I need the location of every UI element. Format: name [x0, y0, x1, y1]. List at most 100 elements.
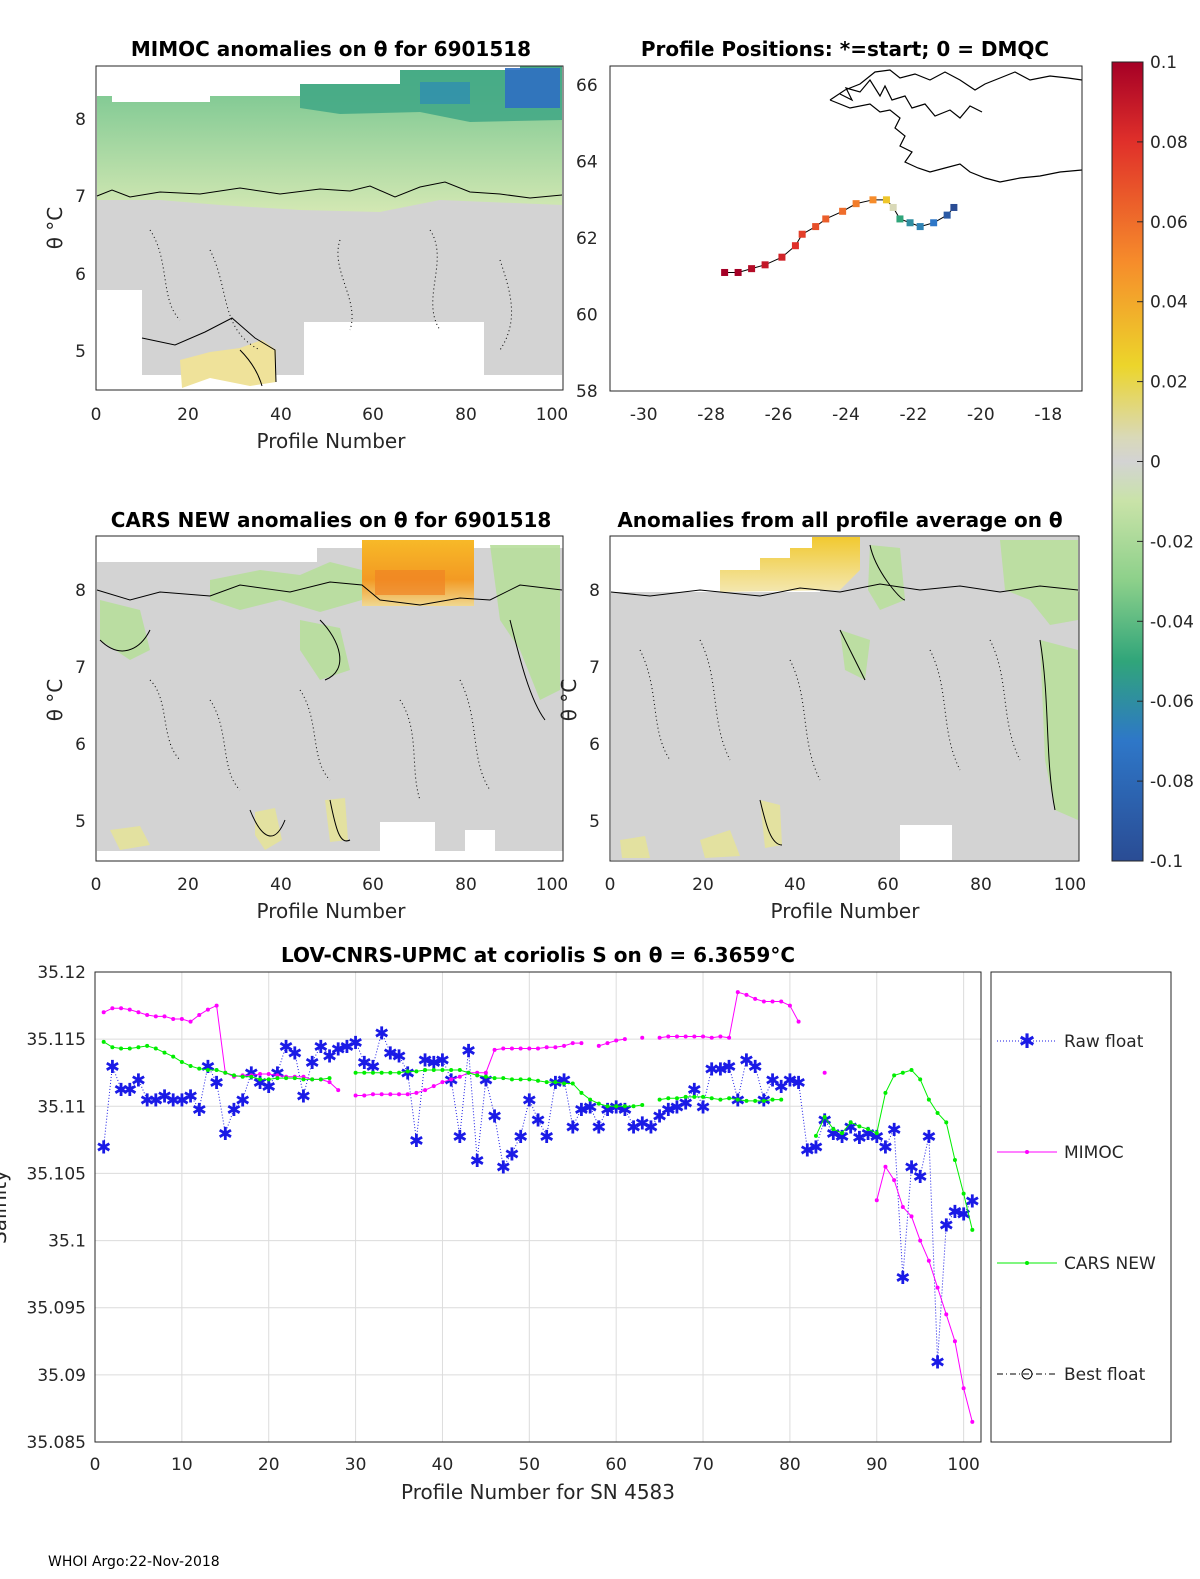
raw-float-star-marker: ✱	[174, 1091, 189, 1112]
profile-position-point	[761, 261, 769, 269]
mimoc-dot-marker	[188, 1019, 193, 1024]
cars-new-dot-marker	[596, 1101, 601, 1106]
profile-position-point	[896, 215, 904, 223]
cars-new-dot-marker	[518, 1077, 523, 1082]
raw-float-star-marker: ✱	[652, 1107, 667, 1128]
mimoc-dot-marker	[509, 1046, 514, 1051]
cars-new-dot-marker	[179, 1059, 184, 1064]
cars-new-dot-marker	[588, 1097, 593, 1102]
mimoc-dot-marker	[179, 1017, 184, 1021]
mimoc-title: MIMOC anomalies on θ for 6901518	[131, 37, 531, 61]
raw-float-star-marker: ✱	[678, 1093, 693, 1114]
salinity-ytick: 35.12	[37, 963, 86, 983]
raw-float-star-marker: ✱	[305, 1053, 320, 1074]
raw-float-star-marker: ✱	[852, 1128, 867, 1149]
mimoc-xlabel: Profile Number	[257, 429, 407, 453]
salinity-ytick: 35.11	[37, 1097, 86, 1117]
cars-new-dot-marker	[101, 1039, 106, 1044]
cars-new-dot-marker	[709, 1096, 714, 1101]
legend-cars-dot-icon	[1025, 1261, 1029, 1265]
mimoc-dot-marker	[379, 1092, 384, 1097]
cars-new-dot-marker	[883, 1090, 888, 1095]
mimoc-positive-patch	[180, 340, 276, 388]
raw-float-star-marker: ✱	[765, 1070, 780, 1091]
mimoc-dot-marker	[431, 1084, 436, 1089]
cars-new-dot-marker	[822, 1115, 827, 1120]
salinity-ytick: 35.09	[37, 1366, 86, 1386]
raw-float-star-marker: ✱	[904, 1158, 919, 1179]
colorbar: 0.1 0.08 0.06 0.04 0.02 0 -0.02 -0.04 -0.06 -0.08…	[1111, 53, 1194, 872]
cars-new-dot-marker	[301, 1077, 306, 1082]
mimoc-dot-marker	[683, 1034, 688, 1039]
profile-position-point	[906, 219, 914, 227]
drift-track	[721, 196, 958, 276]
raw-float-star-marker: ✱	[122, 1080, 137, 1101]
positions-ytick: 64	[576, 153, 598, 173]
raw-float-star-marker: ✱	[513, 1127, 528, 1148]
raw-float-star-marker: ✱	[539, 1127, 554, 1148]
cars-new-dot-marker	[874, 1131, 879, 1136]
mimoc-dot-marker	[388, 1092, 393, 1097]
cars-new-dot-marker	[258, 1077, 263, 1082]
mimoc-dot-marker	[961, 1386, 966, 1391]
raw-float-star-marker: ✱	[635, 1113, 650, 1134]
mimoc-dot-marker	[640, 1035, 645, 1040]
mimoc-dot-marker	[909, 1214, 914, 1219]
salinity-xtick: 50	[518, 1455, 540, 1475]
legend-item-cars-new: CARS NEW	[997, 1254, 1156, 1274]
mimoc-dot-marker	[918, 1238, 923, 1243]
allprof-ylabel: θ °C	[557, 679, 581, 722]
positions-y-ticks: 58 60 62 64 66	[576, 76, 598, 402]
salinity-xtick: 60	[605, 1455, 627, 1475]
mimoc-neutral-left	[97, 195, 142, 290]
raw-float-star-marker: ✱	[426, 1053, 441, 1074]
cars-new-dot-marker	[509, 1077, 514, 1082]
salinity-legend: ✱ Raw float MIMOC CARS NEW Best float	[990, 971, 1172, 1443]
mimoc-dot-marker	[362, 1093, 367, 1098]
profile-position-point	[748, 265, 756, 273]
mimoc-dot-marker	[145, 1012, 150, 1017]
salinity-ytick: 35.095	[27, 1299, 86, 1319]
raw-float-star-marker: ✱	[557, 1070, 572, 1091]
mimoc-dot-marker	[727, 1035, 732, 1040]
salinity-panel: LOV-CNRS-UPMC at coriolis S on θ = 6.365…	[0, 943, 1172, 1504]
mimoc-dot-marker	[258, 1072, 263, 1077]
cars-new-dot-marker	[388, 1070, 393, 1075]
mimoc-dot-marker	[171, 1017, 176, 1021]
salinity-ytick: 35.115	[27, 1030, 86, 1050]
cars-new-dot-marker	[483, 1074, 488, 1079]
cars-new-dot-marker	[840, 1131, 845, 1136]
legend-best-label: Best float	[1064, 1365, 1146, 1385]
profile-position-point	[778, 253, 786, 261]
salinity-y-ticks: 35.12 35.115 35.11 35.105 35.1 35.095 35.09 35.…	[27, 963, 86, 1453]
cars-new-dot-marker	[622, 1104, 627, 1109]
cars-x-ticks: 0 20 40 60 80 100	[91, 875, 569, 895]
allprof-positive-block	[720, 537, 860, 592]
profile-position-point	[852, 200, 860, 208]
raw-float-star-marker: ✱	[565, 1117, 580, 1138]
raw-float-star-marker: ✱	[400, 1064, 415, 1085]
cars-xtick: 80	[455, 875, 477, 895]
cars-y-ticks: 5 6 7 8	[75, 581, 86, 832]
profile-position-point	[889, 203, 897, 211]
salinity-ylabel: Salinity	[0, 1170, 11, 1244]
mimoc-dot-marker	[570, 1041, 575, 1046]
mimoc-xtick: 40	[270, 405, 292, 425]
cars-new-dot-marker	[379, 1070, 384, 1075]
positions-panel: Profile Positions: *=start; 0 = DMQC -30…	[576, 37, 1083, 425]
allprof-xtick: 60	[877, 875, 899, 895]
raw-float-star-marker: ✱	[496, 1158, 511, 1179]
mimoc-dot-marker	[952, 1339, 957, 1344]
mimoc-dot-marker	[153, 1014, 158, 1019]
raw-float-star-marker: ✱	[739, 1050, 754, 1071]
mimoc-xtick: 0	[91, 405, 102, 425]
cars-new-dot-marker	[952, 1158, 957, 1162]
raw-float-star-marker: ✱	[965, 1191, 980, 1212]
raw-float-star-marker: ✱	[218, 1124, 233, 1145]
allprof-contour-dotted	[639, 639, 1021, 781]
mimoc-dot-marker	[136, 1010, 141, 1015]
salinity-xtick: 90	[866, 1455, 888, 1475]
positions-ytick: 62	[576, 229, 598, 249]
cars-new-dot-marker	[475, 1073, 480, 1078]
